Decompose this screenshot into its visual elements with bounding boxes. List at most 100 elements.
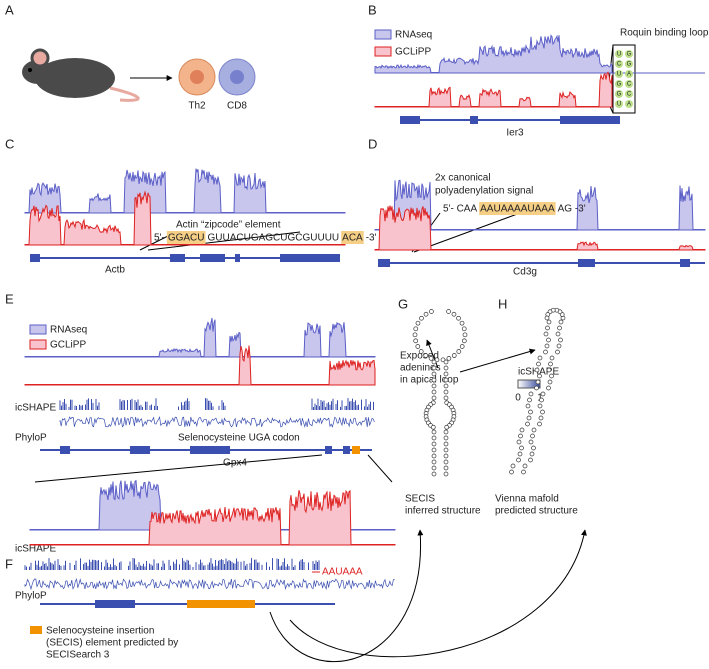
exon — [470, 116, 478, 124]
caption: predicted structure — [495, 506, 578, 517]
secis-element — [187, 600, 255, 608]
nucleotide — [431, 371, 437, 377]
nucleotide — [519, 427, 525, 433]
scale-label: 0 — [515, 393, 521, 404]
nucleotide — [525, 421, 530, 427]
nucleotide — [546, 337, 551, 343]
nucleotide — [544, 315, 550, 321]
nucleotide — [459, 320, 465, 326]
nucleotide — [413, 338, 419, 344]
nucleotide — [548, 361, 553, 367]
nucleotide — [534, 385, 539, 391]
nucleotide — [415, 320, 421, 326]
nucleotide — [516, 439, 522, 445]
nucleotide — [556, 343, 562, 349]
nucleotide — [431, 359, 437, 365]
nucleotide — [546, 367, 552, 373]
nucleotide — [461, 338, 467, 344]
coverage-track — [29, 489, 396, 546]
nucleotide — [443, 435, 449, 441]
sequence: AG -3' — [558, 204, 586, 215]
nucleotide — [431, 441, 437, 447]
nucleotide — [625, 80, 633, 88]
nucleotide-label: U — [617, 52, 621, 58]
nucleotide-label: G — [617, 92, 622, 98]
nucleotide — [443, 377, 449, 383]
coverage-track — [374, 34, 613, 74]
nucleotide — [537, 373, 542, 379]
nucleotide-label: A — [627, 72, 631, 78]
nucleotide — [431, 389, 437, 395]
legend-label: RNAseq — [50, 325, 87, 336]
nucleotide — [549, 355, 555, 361]
cell-label: CD8 — [227, 101, 247, 112]
arrow — [289, 529, 587, 658]
scale-title: icSHAPE — [518, 367, 559, 378]
exon — [560, 116, 620, 124]
nucleotide — [423, 311, 429, 317]
nucleotide — [431, 383, 437, 389]
nucleotide — [419, 315, 424, 321]
exon — [378, 259, 390, 267]
highlight — [166, 231, 206, 244]
nucleotide — [443, 459, 449, 465]
nucleotide — [625, 90, 633, 98]
nucleotide-label: G — [627, 52, 632, 58]
nucleotide — [413, 326, 419, 332]
legend-label: RNAseq — [395, 30, 432, 41]
nucleotide — [537, 403, 543, 409]
sequence: 5'- — [154, 233, 165, 244]
legend-label: SECISearch 3 — [46, 650, 110, 661]
nucleotide — [549, 373, 554, 379]
annotation: in apical loop — [400, 375, 459, 386]
nucleotide — [431, 395, 437, 401]
nucleotide — [446, 356, 452, 361]
panel-letter: E — [5, 291, 14, 306]
annotation: Selenocysteine UGA codon — [178, 433, 300, 444]
annotation: Actin “zipcode” element — [176, 220, 281, 231]
nucleotide — [530, 433, 535, 439]
coverage-track — [24, 190, 346, 246]
nucleotide — [545, 325, 550, 331]
panel-letter: D — [368, 136, 377, 151]
nucleotide — [443, 395, 449, 401]
exon — [343, 446, 350, 454]
track-label: PhyloP — [15, 433, 47, 444]
nucleotide — [555, 331, 561, 337]
secis-element — [352, 446, 360, 454]
coverage-track — [374, 71, 613, 108]
nucleotide — [535, 379, 541, 385]
nucleotide-label: U — [617, 102, 621, 108]
caption: SECIS — [405, 494, 435, 505]
nucleotide-label: U — [617, 72, 621, 78]
exon — [60, 446, 70, 454]
coverage-track — [24, 345, 376, 386]
nucleotide — [443, 383, 449, 389]
panel-letter: B — [368, 2, 377, 17]
nucleotide — [518, 433, 523, 439]
highlight — [479, 202, 556, 215]
nucleotide — [543, 349, 548, 355]
nucleotide — [451, 353, 457, 358]
mouse: Th2 CD8 — [22, 48, 256, 112]
sequence: ACA — [342, 233, 363, 244]
nucleotide — [555, 349, 560, 355]
nucleotide — [431, 459, 437, 465]
nucleotide — [534, 367, 540, 373]
caption: Vienna mafold — [495, 494, 559, 505]
nucleotide-label: A — [627, 102, 631, 108]
track-label: icSHAPE — [15, 403, 56, 414]
highlight — [341, 231, 364, 244]
nucleotide — [509, 469, 514, 475]
nucleotide — [527, 397, 532, 403]
gene-label: Cd3g — [513, 267, 537, 278]
nucleotide-label: C — [617, 62, 622, 68]
exon — [680, 259, 690, 267]
nucleotide — [443, 359, 449, 365]
nucleotide — [537, 355, 543, 361]
annotation: Exposed — [400, 351, 439, 362]
nucleotide — [519, 445, 524, 451]
exon — [200, 254, 225, 262]
nucleotide — [625, 70, 633, 78]
nucleotide — [443, 365, 449, 371]
